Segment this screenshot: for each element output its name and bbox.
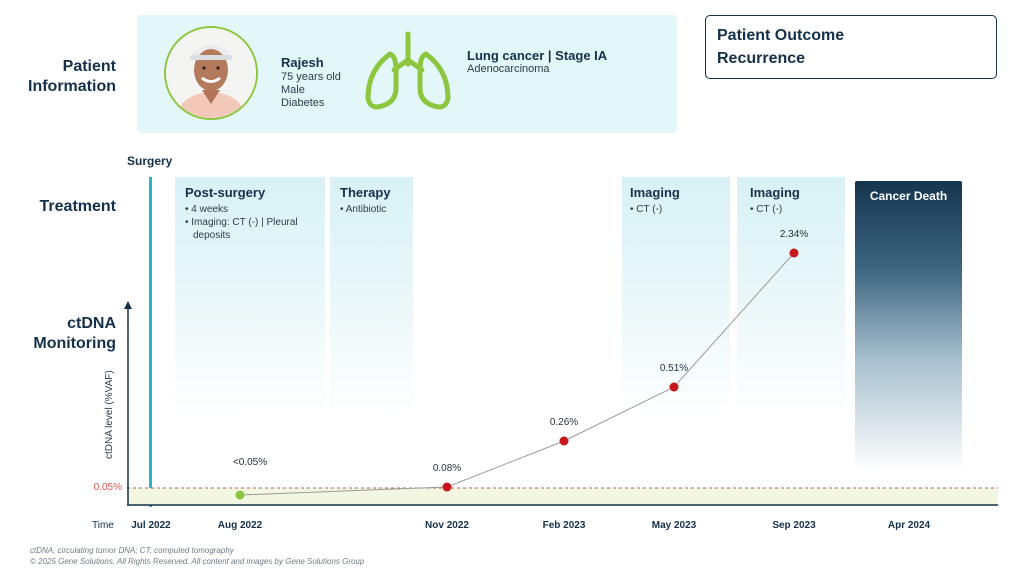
treatment-column-imaging-may: Imaging • CT (-): [622, 177, 730, 417]
treatment-title: Imaging: [630, 185, 680, 200]
treatment-column-post-surgery: Post-surgery • 4 weeks • Imaging: CT (-)…: [175, 177, 325, 417]
threshold-band: [127, 488, 998, 505]
section-label-patient-info: Patient Information: [28, 58, 116, 95]
cancer-death-column: [855, 181, 962, 471]
section-label-ctdna-monitoring: ctDNA Monitoring: [33, 315, 116, 352]
bullet-text: 4 weeks: [191, 204, 228, 215]
treatment-bullet: • Antibiotic: [340, 204, 387, 215]
bullet-text: CT (-): [636, 204, 663, 215]
treatment-title: Post-surgery: [185, 185, 266, 200]
ctdna-value-label: 0.51%: [659, 363, 689, 374]
x-tick-label: Feb 2023: [542, 520, 586, 531]
y-axis-arrow-icon: [124, 301, 132, 309]
ctdna-series-line: [239, 252, 795, 496]
series-layer: [235, 248, 799, 500]
patient-outcome-text: Patient Outcome Recurrence: [717, 24, 844, 70]
cancer-diagnosis-title: Lung cancer | Stage IA: [467, 48, 608, 63]
section-label-treatment: Treatment: [39, 198, 116, 215]
ctdna-value-label: <0.05%: [232, 457, 268, 468]
ctdna-point-2: [442, 482, 452, 492]
ctdna-point-4: [669, 382, 679, 392]
treatment-bullets: • 4 weeks • Imaging: CT (-) | Pleural de…: [185, 203, 320, 242]
treatment-bullet: • Imaging: CT (-) | Pleural: [185, 217, 298, 228]
patient-avatar: [164, 26, 258, 120]
patient-name: Rajesh: [281, 55, 324, 70]
ctdna-point-5: [789, 248, 799, 258]
ctdna-value-label: 2.34%: [779, 229, 809, 240]
surgery-label: Surgery: [127, 154, 173, 168]
patient-outcome-box: [705, 15, 997, 79]
surgery-marker-line: [149, 177, 152, 507]
treatment-bullet: • CT (-): [630, 204, 663, 215]
footnote-copyright: © 2025 Gene Solutions. All Rights Reserv…: [30, 557, 365, 566]
x-tick-label: Nov 2022: [425, 520, 469, 531]
ctdna-point-3: [559, 436, 569, 446]
patient-portrait-icon: [166, 28, 256, 118]
treatment-bullet: • 4 weeks: [185, 204, 228, 215]
bullet-text: CT (-): [756, 204, 783, 215]
ctdna-point-1: [235, 490, 245, 500]
x-tick-label: Aug 2022: [217, 520, 263, 531]
patient-sex: Male: [281, 84, 305, 96]
x-tick-label: Jul 2022: [131, 520, 171, 531]
treatment-bullet-continuation: deposits: [193, 230, 231, 241]
treatment-bullet: • CT (-): [750, 204, 783, 215]
treatment-title: Imaging: [750, 185, 800, 200]
y-axis-label: ctDNA level (%VAF): [104, 370, 115, 459]
x-tick-label: Apr 2024: [887, 520, 931, 531]
cancer-death-label: Cancer Death: [869, 189, 948, 203]
ctdna-value-label: 0.26%: [549, 417, 579, 428]
treatment-title: Therapy: [340, 185, 391, 200]
x-tick-label: May 2023: [651, 520, 697, 531]
ctdna-value-label: 0.08%: [432, 463, 462, 474]
threshold-label: 0.05%: [93, 482, 122, 493]
footnote-abbreviations: ctDNA, circulating tumor DNA; CT, comput…: [30, 546, 234, 555]
treatment-column-therapy: Therapy • Antibiotic: [330, 177, 413, 417]
outcome-value: Recurrence: [717, 50, 806, 67]
bullet-text: Imaging: CT (-) | Pleural: [191, 217, 298, 228]
cancer-subtype: Adenocarcinoma: [467, 63, 550, 75]
patient-age: 75 years old: [281, 71, 341, 83]
x-axis-label: Time: [92, 520, 114, 531]
outcome-title: Patient Outcome: [717, 27, 845, 44]
x-tick-label: Sep 2023: [772, 520, 816, 531]
patient-condition: Diabetes: [281, 97, 325, 109]
bullet-text: Antibiotic: [345, 204, 387, 215]
lungs-icon: [365, 31, 451, 110]
